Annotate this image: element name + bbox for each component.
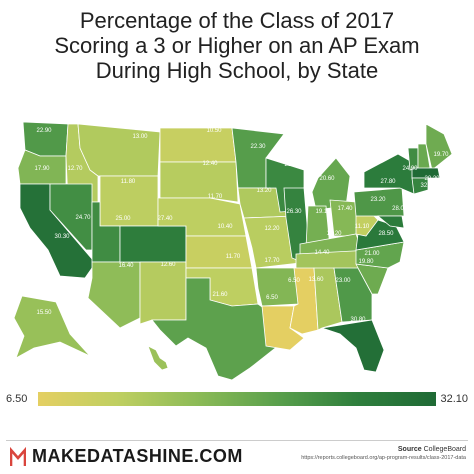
- state-label-az: 16.40: [118, 263, 134, 269]
- state-label-ia: 13.20: [256, 188, 272, 194]
- title-line-2: Scoring a 3 or Higher on an AP Exam: [54, 33, 420, 58]
- state-label-pa: 23.20: [370, 197, 386, 203]
- state-label-mn: 22.30: [250, 144, 266, 150]
- state-me: [425, 123, 453, 171]
- brand-logo-icon: [10, 446, 26, 466]
- state-label-ms: 6.50: [288, 278, 300, 284]
- brand-name: MAKEDATASHINE.COM: [32, 446, 243, 466]
- state-label-sd: 12.40: [202, 161, 218, 167]
- state-ks: [185, 235, 253, 269]
- state-label-wv: 11.10: [355, 224, 370, 230]
- title-line-1: Percentage of the Class of 2017: [79, 8, 395, 33]
- state-label-la: 6.50: [266, 295, 278, 301]
- state-label-vt: 24.90: [402, 166, 418, 172]
- state-label-nc: 21.00: [364, 251, 380, 257]
- state-label-ma: 32.10: [420, 183, 436, 189]
- state-label-or: 17.90: [34, 166, 50, 172]
- state-label-fl: 30.80: [350, 317, 366, 323]
- state-label-ks: 10.40: [217, 224, 233, 230]
- state-ak: [13, 295, 91, 359]
- state-label-wy: 11.80: [121, 179, 136, 185]
- source-label: Source: [397, 446, 422, 453]
- legend-color-scale: [38, 392, 436, 406]
- state-mt: [77, 123, 161, 177]
- state-label-va: 28.50: [378, 231, 394, 237]
- us-state-map: 22.90 17.90 30.30 12.70 24.70 13.00 11.80 25.00…: [13, 121, 453, 380]
- map-title: Percentage of the Class of 2017 Scoring …: [0, 8, 474, 83]
- state-label-ca: 30.30: [54, 234, 70, 240]
- state-al: [313, 267, 343, 331]
- state-label-me: 19.70: [433, 152, 449, 158]
- state-label-co: 27.40: [157, 216, 173, 222]
- state-label-md: 28.0: [392, 206, 404, 212]
- state-label-ok: 11.70: [226, 254, 241, 260]
- state-label-mi: 20.60: [319, 176, 335, 182]
- state-label-mo: 12.20: [264, 226, 280, 232]
- source-name: CollegeBoard: [423, 446, 466, 453]
- state-label-oh: 17.40: [337, 206, 353, 212]
- state-label-nh: 20.20: [424, 176, 440, 182]
- state-ny: [363, 153, 415, 195]
- state-label-wa: 22.90: [36, 128, 52, 134]
- state-md: [376, 215, 405, 229]
- state-ga: [333, 267, 373, 323]
- state-label-ak: 15.50: [36, 310, 52, 316]
- state-nv: [49, 183, 93, 251]
- state-label-ar: 17.70: [264, 258, 280, 264]
- footer-divider: [6, 440, 468, 441]
- state-label-nd: 10.50: [206, 128, 222, 134]
- state-fl: [321, 319, 385, 373]
- state-label-tx: 21.60: [212, 292, 228, 298]
- state-label-ky: 18.20: [326, 231, 342, 237]
- state-label-ut: 25.00: [115, 216, 131, 222]
- state-ma: [411, 167, 441, 179]
- state-label-hi: 15.20: [132, 351, 148, 357]
- state-label-ne: 11.70: [208, 194, 223, 200]
- brand: MAKEDATASHINE.COM: [10, 446, 243, 467]
- state-label-nv: 24.70: [75, 215, 91, 221]
- state-pa: [353, 187, 405, 217]
- title-line-3: During High School, by State: [95, 58, 379, 83]
- state-label-ga: 23.00: [335, 278, 351, 284]
- state-label-id: 12.70: [67, 166, 83, 172]
- source-credit: Source CollegeBoard https://reports.coll…: [301, 446, 466, 461]
- state-label-in: 19.10: [315, 209, 331, 215]
- state-label-nm: 12.60: [160, 262, 176, 268]
- state-label-ny: 27.80: [380, 179, 396, 185]
- state-nm: [139, 261, 187, 325]
- state-co: [119, 225, 187, 263]
- state-hi: [147, 345, 169, 371]
- state-az: [87, 261, 141, 329]
- legend-max-label: 32.10: [440, 393, 468, 405]
- state-sd: [159, 161, 239, 203]
- legend-min-label: 6.50: [6, 393, 28, 405]
- state-label-mt: 13.00: [132, 134, 148, 140]
- state-label-tn: 14.40: [314, 250, 330, 256]
- state-ct: [411, 177, 429, 195]
- state-nd: [159, 127, 237, 163]
- source-url: https://reports.collegeboard.org/ap-prog…: [301, 455, 466, 461]
- state-label-wi: 25.50: [284, 162, 300, 168]
- state-label-il: 26.30: [286, 209, 302, 215]
- state-label-al: 13.60: [308, 277, 324, 283]
- state-label-ct: 26.10: [416, 194, 432, 200]
- state-label-sc: 19.80: [358, 259, 374, 265]
